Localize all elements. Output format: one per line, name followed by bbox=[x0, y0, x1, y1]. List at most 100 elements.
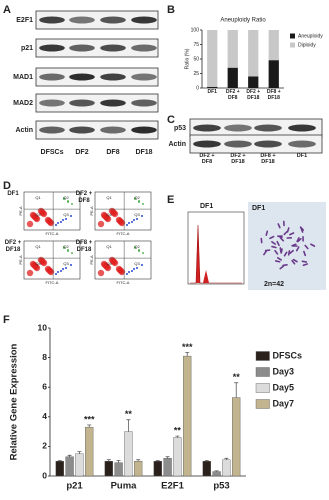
flow-dot bbox=[26, 220, 34, 228]
quadrant-label: Q3 bbox=[134, 212, 140, 217]
chromosome bbox=[271, 241, 276, 245]
quadrant-label: Q4 bbox=[106, 261, 112, 266]
histogram-peak bbox=[203, 270, 209, 283]
y-tick-label: 4 bbox=[42, 411, 47, 421]
flow-x-label: FITC-A bbox=[117, 280, 130, 285]
legend-label: Aneuploidy bbox=[298, 33, 323, 39]
chromosome bbox=[274, 249, 279, 255]
chromosome bbox=[279, 247, 282, 253]
error-bar bbox=[106, 459, 111, 462]
quadrant-label: Q1 bbox=[106, 244, 112, 249]
flow-dot bbox=[108, 256, 116, 264]
error-bar bbox=[126, 419, 131, 432]
blot-band bbox=[224, 140, 252, 148]
blot-band bbox=[69, 44, 95, 52]
legend-label: Day5 bbox=[273, 382, 295, 392]
bar bbox=[134, 461, 143, 477]
x-tick-label: p21 bbox=[66, 481, 83, 492]
y-tick-label: 0 bbox=[196, 85, 199, 91]
blot-band bbox=[224, 124, 252, 132]
chromosome bbox=[271, 245, 277, 249]
quadrant-label: Q1 bbox=[35, 244, 41, 249]
error-bar bbox=[67, 454, 72, 457]
error-bar bbox=[57, 460, 62, 462]
flow-dot bbox=[133, 219, 135, 221]
quadrant-label: Q3 bbox=[63, 261, 69, 266]
bar bbox=[268, 60, 279, 88]
blot-band bbox=[100, 16, 126, 24]
flow-dot bbox=[115, 265, 123, 273]
flow-dot bbox=[126, 273, 128, 275]
error-bar bbox=[165, 456, 170, 459]
chart-title: Aneuploidy Ratio bbox=[220, 18, 266, 24]
flow-dot bbox=[62, 268, 64, 270]
bar bbox=[173, 437, 182, 477]
bar bbox=[202, 461, 211, 477]
blot-strip bbox=[35, 93, 159, 113]
x-tick-label: DF2 + DF8 bbox=[225, 89, 240, 101]
flow-plot-label: DF2 + DF18 bbox=[4, 240, 22, 253]
blot-row-label: Actin bbox=[169, 141, 187, 148]
error-bar bbox=[175, 435, 180, 438]
flow-dot bbox=[55, 224, 57, 226]
flow-dot bbox=[29, 211, 37, 219]
flow-dot bbox=[134, 198, 136, 200]
bar bbox=[227, 67, 238, 88]
flow-dot bbox=[63, 247, 65, 249]
panel-label: D bbox=[3, 180, 11, 192]
blot-band bbox=[193, 124, 221, 132]
legend-swatch bbox=[255, 367, 270, 377]
flow-dot bbox=[57, 222, 59, 224]
flow-dot bbox=[131, 221, 133, 223]
chromosome bbox=[269, 235, 275, 240]
flow-dot bbox=[63, 198, 65, 200]
quadrant-label: Q2 bbox=[134, 244, 140, 249]
quadrant-label: Q1 bbox=[106, 195, 112, 200]
flow-dot bbox=[70, 215, 72, 217]
flow-dot bbox=[37, 207, 45, 215]
bar bbox=[232, 397, 241, 477]
chromosome bbox=[263, 250, 267, 256]
blot-row-label: Actin bbox=[16, 127, 34, 134]
bar bbox=[248, 76, 259, 88]
blot-column-label: DF8 bbox=[106, 149, 119, 156]
flow-y-label: PE-A bbox=[89, 206, 94, 216]
bar bbox=[183, 355, 192, 477]
flow-dot bbox=[136, 218, 138, 220]
legend-swatch bbox=[255, 351, 270, 361]
bar bbox=[75, 453, 84, 477]
blot-band bbox=[39, 126, 65, 134]
blot-column-label: DF8 + DF18 bbox=[260, 153, 276, 165]
panel-label: F bbox=[3, 314, 10, 326]
blot-band bbox=[100, 73, 126, 81]
chromosome bbox=[289, 249, 294, 255]
flow-dot bbox=[55, 273, 57, 275]
blot-band bbox=[100, 126, 126, 134]
blot-column-label: DFSCs bbox=[41, 149, 64, 156]
bar bbox=[207, 30, 218, 87]
flow-dot bbox=[70, 264, 72, 266]
blot-band bbox=[288, 140, 316, 148]
blot-row-label: E2F1 bbox=[16, 17, 33, 24]
flow-dot bbox=[142, 252, 144, 254]
bar bbox=[248, 30, 259, 77]
flow-dot bbox=[44, 265, 52, 273]
blot-band bbox=[100, 44, 126, 52]
chromosome bbox=[276, 256, 282, 261]
chromosome bbox=[295, 246, 300, 252]
karyotype-label: DF1 bbox=[252, 205, 265, 212]
error-bar bbox=[87, 424, 92, 428]
chromosome bbox=[282, 264, 288, 267]
flow-dot bbox=[71, 252, 73, 254]
flow-y-label: PE-A bbox=[18, 255, 23, 265]
blot-column-label: DF1 bbox=[296, 153, 308, 159]
flow-dot bbox=[128, 222, 130, 224]
x-tick-label: DF2 + DF18 bbox=[246, 89, 261, 101]
blot-band bbox=[131, 126, 157, 134]
flow-dot bbox=[138, 201, 140, 203]
histogram-label: DF1 bbox=[200, 203, 213, 210]
flow-dot bbox=[29, 260, 37, 268]
error-bar bbox=[185, 352, 190, 357]
quadrant-label: Q4 bbox=[35, 261, 41, 266]
